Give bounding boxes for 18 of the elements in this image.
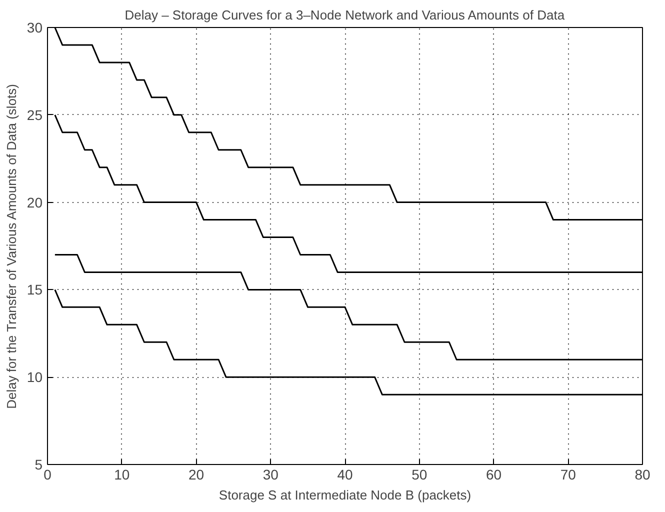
y-axis-title: Delay for the Transfer of Various Amounts of Data (slots) [4, 84, 19, 409]
x-tick-label: 80 [634, 466, 650, 482]
x-tick-label: 0 [44, 466, 52, 482]
y-tick-label: 15 [26, 282, 43, 298]
y-tick-label: 10 [26, 369, 43, 386]
y-tick-label: 25 [26, 106, 43, 123]
x-tick-label: 40 [337, 466, 353, 482]
x-tick-label: 50 [412, 466, 428, 482]
x-tick-label: 60 [486, 466, 502, 482]
x-tick-label: 10 [114, 466, 130, 482]
y-tick-label: 20 [26, 194, 43, 210]
y-tick-label: 30 [26, 20, 43, 36]
x-tick-label: 70 [560, 466, 576, 482]
x-axis-title: Storage S at Intermediate Node B (packets) [218, 488, 472, 502]
x-tick-label: 20 [188, 466, 204, 482]
x-tick-label: 30 [262, 466, 279, 482]
chart-title: Delay – Storage Curves for a 3–Node Network and Various Amounts of Data [124, 8, 566, 22]
y-tick-label: 5 [34, 456, 43, 472]
